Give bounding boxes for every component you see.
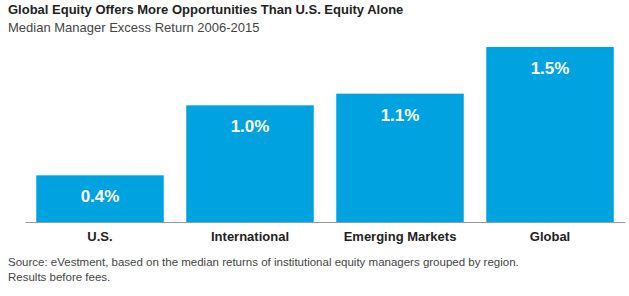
data-label: 1.0% <box>231 117 270 136</box>
note: Source: eVestment, based on the median r… <box>8 256 519 268</box>
subtitle: Median Manager Excess Return 2006-2015 <box>8 20 259 35</box>
chart: Global Equity Offers More Opportunities … <box>0 0 629 296</box>
tick: Global <box>530 222 570 244</box>
tick: International <box>211 222 289 244</box>
bar <box>336 94 464 222</box>
bars <box>36 47 614 222</box>
bar <box>486 47 614 222</box>
data-label: 1.1% <box>381 106 420 125</box>
x-axis: U.S. International Emerging Markets Global <box>26 222 626 244</box>
tick: U.S. <box>87 222 112 244</box>
axis-line <box>26 222 626 223</box>
tick-label: International <box>211 229 289 244</box>
data-labels: 0.4% 1.0% 1.1% 1.5% <box>81 59 570 206</box>
bar <box>36 175 164 222</box>
tick-label: U.S. <box>87 229 112 244</box>
tick: Emerging Markets <box>344 222 457 244</box>
data-label: 0.4% <box>81 187 120 206</box>
bar <box>186 105 314 222</box>
note: Results before fees. <box>8 271 110 283</box>
data-label: 1.5% <box>531 59 570 78</box>
title: Global Equity Offers More Opportunities … <box>8 2 403 17</box>
tick-label: Emerging Markets <box>344 229 457 244</box>
notes: Source: eVestment, based on the median r… <box>8 256 519 283</box>
tick-label: Global <box>530 229 570 244</box>
